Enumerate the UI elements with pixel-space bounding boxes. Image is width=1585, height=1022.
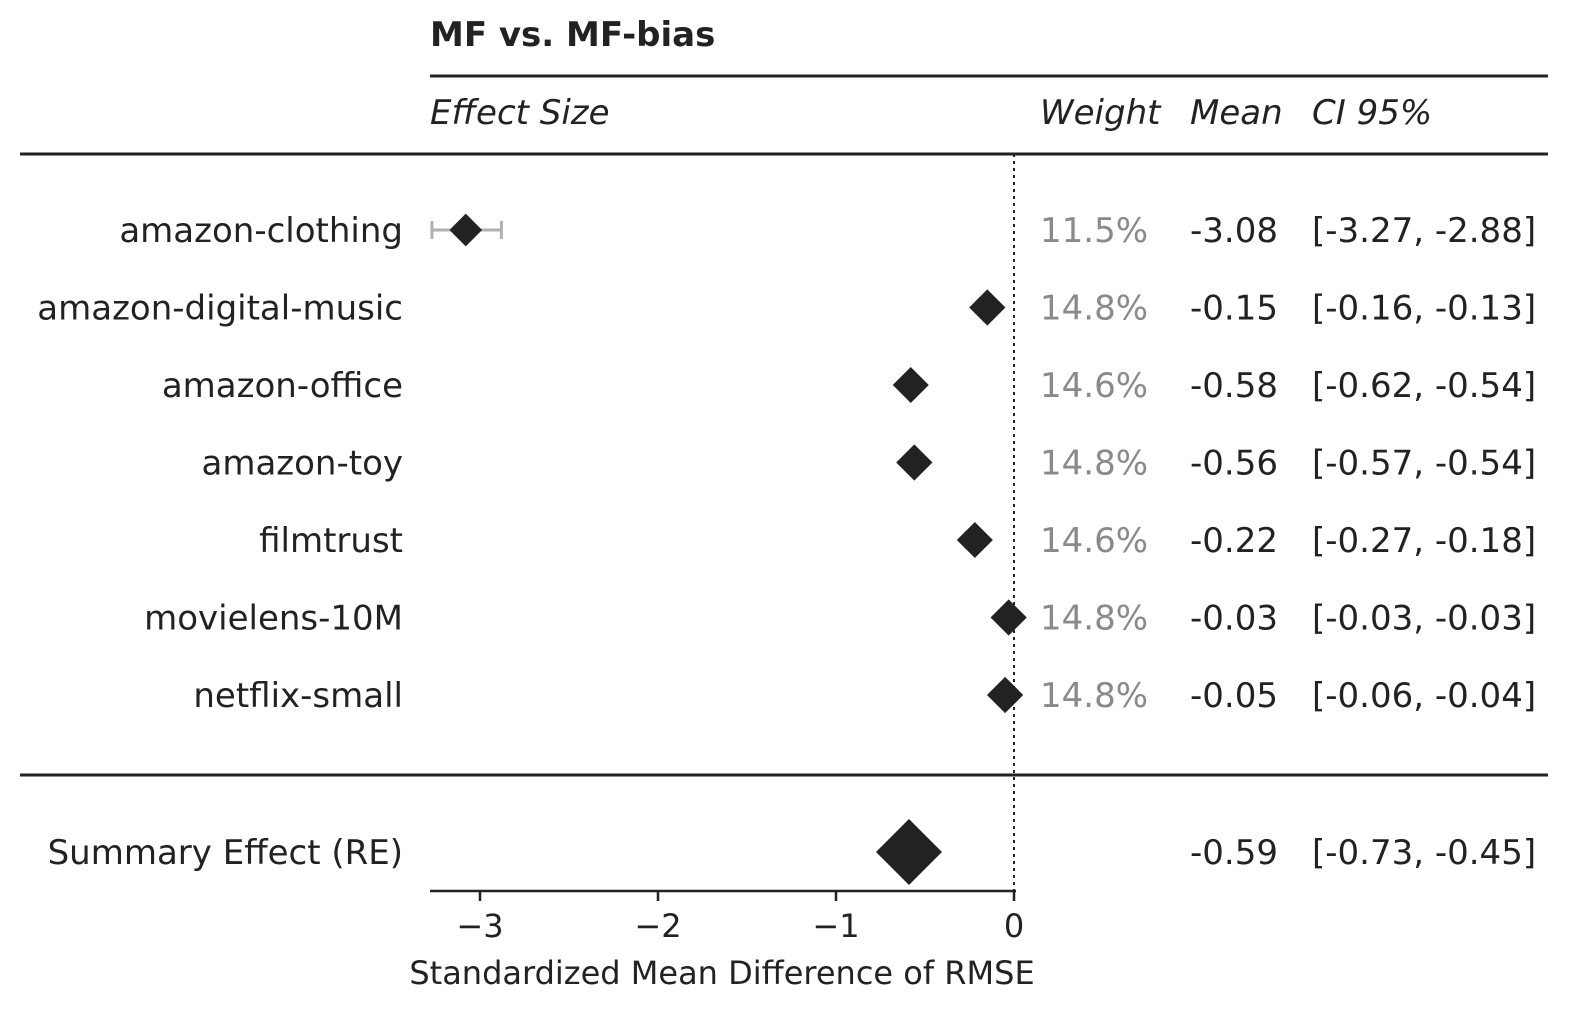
- summary-label: Summary Effect (RE): [48, 833, 403, 873]
- ci-value: [-0.27, -0.18]: [1312, 521, 1536, 561]
- weight-value: 14.6%: [1040, 521, 1148, 561]
- summary-mean-value: -0.59: [1190, 833, 1278, 873]
- weight-value: 14.6%: [1040, 366, 1148, 406]
- weight-value: 14.8%: [1040, 676, 1148, 716]
- study-label: amazon-clothing: [119, 211, 403, 251]
- weight-value: 14.8%: [1040, 599, 1148, 639]
- ci-value: [-0.57, -0.54]: [1312, 444, 1536, 484]
- header-mean: Mean: [1190, 93, 1283, 133]
- study-label: amazon-toy: [201, 444, 403, 484]
- mean-value: -0.22: [1190, 521, 1278, 561]
- mean-value: -0.03: [1190, 599, 1278, 639]
- effect-marker: [990, 599, 1027, 636]
- ci-value: [-0.62, -0.54]: [1312, 366, 1536, 406]
- ci-value: [-0.16, -0.13]: [1312, 289, 1536, 329]
- header-weight: Weight: [1040, 93, 1162, 133]
- ci-value: [-3.27, -2.88]: [1312, 211, 1536, 251]
- header-ci: CI 95%: [1312, 93, 1432, 133]
- x-tick-label: −2: [634, 907, 681, 945]
- summary-ci-value: [-0.73, -0.45]: [1312, 833, 1536, 873]
- chart-title: MF vs. MF-bias: [430, 15, 715, 55]
- mean-value: -0.58: [1190, 366, 1278, 406]
- study-label: amazon-digital-music: [37, 289, 403, 329]
- x-tick-label: −3: [456, 907, 503, 945]
- ci-value: [-0.03, -0.03]: [1312, 599, 1536, 639]
- effect-marker: [896, 444, 933, 481]
- x-axis-label: Standardized Mean Difference of RMSE: [409, 954, 1034, 992]
- study-label: netflix-small: [193, 676, 403, 716]
- effect-marker: [969, 289, 1006, 326]
- header-effect-size: Effect Size: [430, 93, 610, 133]
- effect-marker: [986, 676, 1024, 714]
- mean-value: -0.56: [1190, 444, 1278, 484]
- ci-value: [-0.06, -0.04]: [1312, 676, 1536, 716]
- effect-marker: [892, 366, 929, 404]
- weight-value: 14.8%: [1040, 444, 1148, 484]
- mean-value: -0.05: [1190, 676, 1278, 716]
- mean-value: -3.08: [1190, 211, 1278, 251]
- x-tick-label: 0: [1004, 907, 1024, 945]
- summary-marker: [875, 819, 942, 885]
- x-tick-label: −1: [812, 907, 859, 945]
- study-label: amazon-office: [162, 366, 403, 406]
- effect-marker: [449, 213, 483, 247]
- weight-value: 11.5%: [1040, 211, 1148, 251]
- effect-marker: [956, 521, 993, 559]
- weight-value: 14.8%: [1040, 289, 1148, 329]
- mean-value: -0.15: [1190, 289, 1278, 329]
- study-label: movielens-10M: [144, 599, 403, 639]
- study-label: filmtrust: [259, 521, 403, 561]
